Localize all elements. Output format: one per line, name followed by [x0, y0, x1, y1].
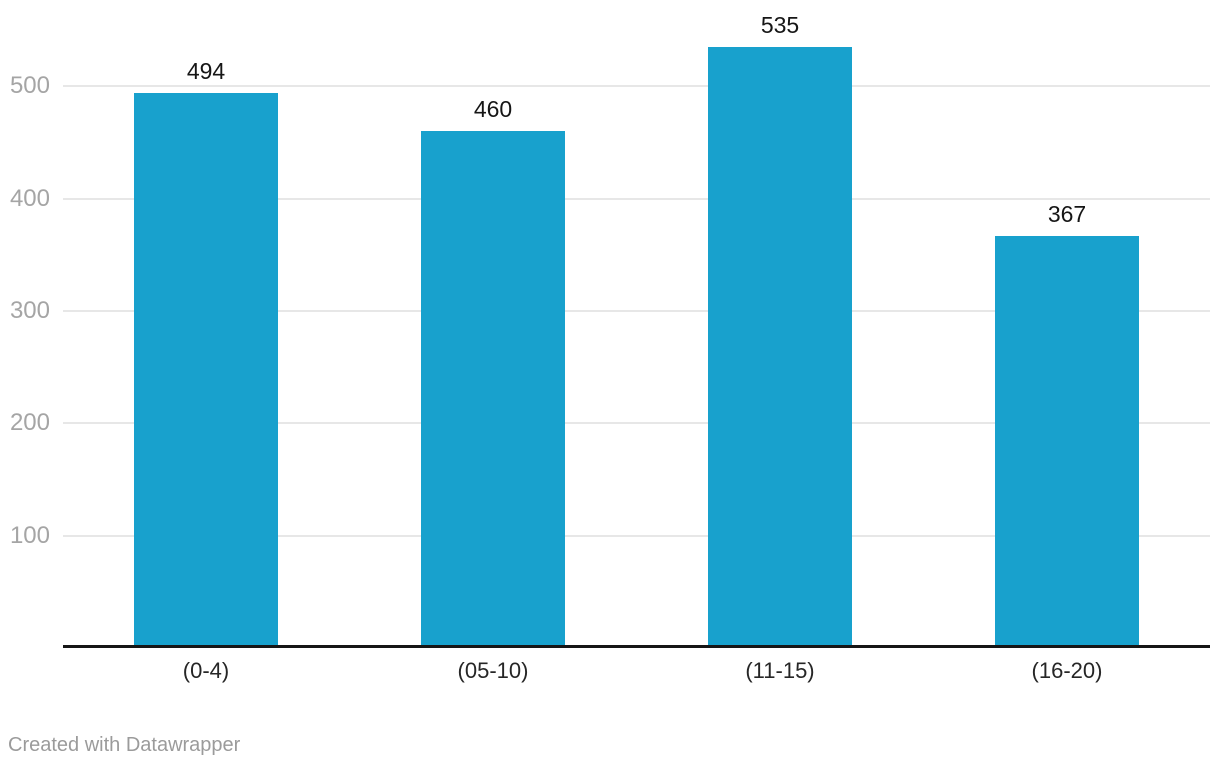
bar-05-10	[421, 131, 565, 648]
y-tick-label-200: 200	[9, 409, 50, 437]
bar-0-4	[134, 93, 278, 648]
y-tick-label-500: 500	[9, 72, 50, 100]
x-tick-label-16-20: (16-20)	[1031, 658, 1103, 683]
bar-11-15	[708, 47, 852, 648]
value-label-11-15: 535	[760, 12, 800, 39]
x-tick-label-05-10: (05-10)	[457, 658, 529, 683]
gridline-400	[63, 197, 1210, 200]
value-label-05-10: 460	[473, 96, 513, 123]
bar-16-20	[995, 235, 1139, 648]
value-label-0-4: 494	[186, 58, 226, 85]
y-tick-label-300: 300	[9, 297, 50, 325]
y-tick-label-400: 400	[9, 184, 50, 212]
y-tick-label-100: 100	[9, 521, 50, 549]
value-label-16-20: 367	[1047, 200, 1087, 227]
datawrapper-credit: Created with Datawrapper	[8, 734, 241, 756]
gridline-300	[63, 310, 1210, 313]
gridline-500	[63, 85, 1210, 88]
x-axis-line	[63, 645, 1210, 648]
gridline-200	[63, 422, 1210, 425]
gridline-100	[63, 534, 1210, 537]
plot-area: 100 200 300 400 500 494 460 535 367	[9, 12, 1210, 648]
x-tick-label-11-15: (11-15)	[745, 658, 815, 683]
x-tick-label-0-4: (0-4)	[182, 658, 230, 683]
